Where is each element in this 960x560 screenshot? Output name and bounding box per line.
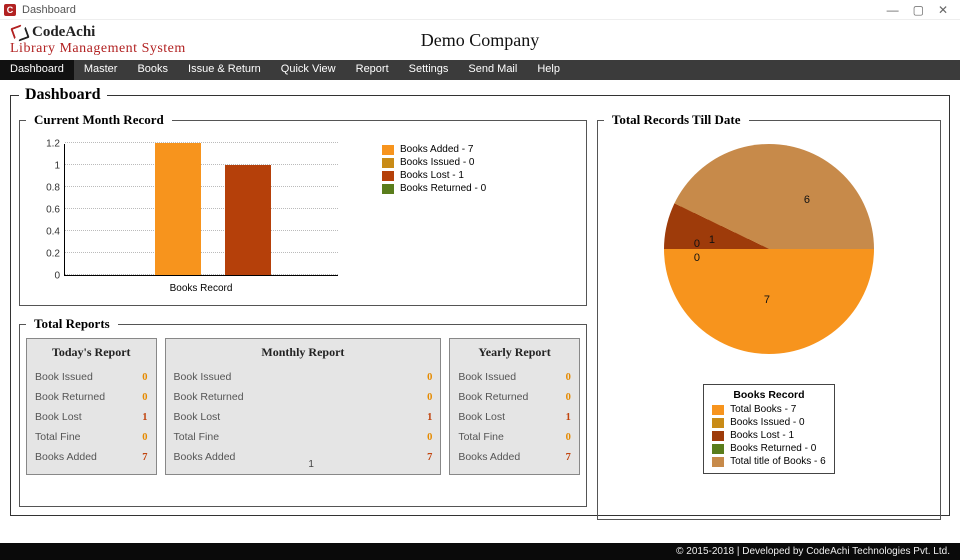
brand: CodeAchi Library Management System bbox=[10, 24, 186, 56]
brand-name: CodeAchi bbox=[32, 24, 95, 41]
pie-legend-item: Total title of Books - 6 bbox=[712, 456, 826, 467]
pie-chart-title: Total Records Till Date bbox=[604, 112, 749, 128]
brand-logo-icon bbox=[10, 24, 28, 40]
today-report-card: Today's Report Book Issued0Book Returned… bbox=[26, 338, 157, 475]
bar-chart: 0 0.2 0.4 0.6 0.8 1 1.2 Books Record bbox=[32, 138, 342, 298]
report-row: Book Issued0 bbox=[458, 368, 571, 388]
menu-item-master[interactable]: Master bbox=[74, 60, 128, 80]
pie-legend-item: Books Lost - 1 bbox=[712, 430, 826, 441]
dashboard-fieldset: Dashboard Current Month Record 0 0.2 0.4 0.… bbox=[10, 86, 950, 516]
menu-item-dashboard[interactable]: Dashboard bbox=[0, 60, 74, 80]
menu-item-books[interactable]: Books bbox=[127, 60, 178, 80]
menu-item-help[interactable]: Help bbox=[527, 60, 570, 80]
bar bbox=[225, 165, 271, 275]
app-icon: C bbox=[4, 4, 16, 16]
window-minimize-icon[interactable]: — bbox=[887, 3, 899, 17]
menu-item-issue-return[interactable]: Issue & Return bbox=[178, 60, 271, 80]
report-row: Total Fine0 bbox=[458, 428, 571, 448]
menubar: DashboardMasterBooksIssue & ReturnQuick … bbox=[0, 60, 960, 80]
pie-value-label: 7 bbox=[764, 294, 770, 306]
report-row: Book Returned0 bbox=[35, 388, 148, 408]
monthly-report-title: Monthly Report bbox=[174, 345, 433, 360]
bar-chart-xlabel: Books Record bbox=[64, 283, 338, 294]
bar-ytick: 0.6 bbox=[32, 205, 60, 216]
bar bbox=[155, 143, 201, 275]
pie-value-label: 6 bbox=[804, 194, 810, 206]
report-row: Total Fine0 bbox=[35, 428, 148, 448]
window-titlebar: C Dashboard — ▢ ✕ bbox=[0, 0, 960, 20]
reports-panel: Total Reports Today's Report Book Issued… bbox=[19, 316, 587, 507]
yearly-report-title: Yearly Report bbox=[458, 345, 571, 360]
report-row: Book Issued0 bbox=[35, 368, 148, 388]
menu-item-quick-view[interactable]: Quick View bbox=[271, 60, 346, 80]
reports-title: Total Reports bbox=[26, 316, 118, 332]
pie-chart-panel: Total Records Till Date 7 010 6 Books Reco… bbox=[597, 112, 941, 520]
bar-ytick: 0.8 bbox=[32, 183, 60, 194]
window-close-icon[interactable]: ✕ bbox=[938, 3, 948, 17]
brand-subtitle: Library Management System bbox=[10, 41, 186, 56]
pie-legend-item: Total Books - 7 bbox=[712, 404, 826, 415]
pie-value-label: 1 bbox=[709, 234, 715, 246]
report-row: Books Added7 bbox=[458, 448, 571, 468]
dashboard-legend: Dashboard bbox=[19, 86, 107, 104]
bar-legend-item: Books Lost - 1 bbox=[382, 170, 486, 181]
monthly-report-card: Monthly Report Book Issued0Book Returned… bbox=[165, 338, 442, 475]
bar-ytick: 1 bbox=[32, 161, 60, 172]
menu-item-settings[interactable]: Settings bbox=[399, 60, 459, 80]
yearly-report-card: Yearly Report Book Issued0Book Returned0… bbox=[449, 338, 580, 475]
report-row: Book Issued0 bbox=[174, 368, 433, 388]
report-row: Book Lost1 bbox=[174, 408, 433, 428]
bar-chart-legend: Books Added - 7 Books Issued - 0 Books Los… bbox=[382, 144, 486, 298]
bar-chart-title: Current Month Record bbox=[26, 112, 172, 128]
pie-value-label: 0 bbox=[694, 238, 700, 250]
report-row: Book Returned0 bbox=[458, 388, 571, 408]
report-row: Total Fine0 bbox=[174, 428, 433, 448]
pie-legend-title: Books Record bbox=[712, 389, 826, 401]
report-row: Book Lost1 bbox=[458, 408, 571, 428]
report-row: Book Returned0 bbox=[174, 388, 433, 408]
app-header: CodeAchi Library Management System Demo … bbox=[0, 20, 960, 60]
bar-ytick: 0.4 bbox=[32, 227, 60, 238]
menu-item-send-mail[interactable]: Send Mail bbox=[458, 60, 527, 80]
bar-legend-item: Books Issued - 0 bbox=[382, 157, 486, 168]
bar-legend-item: Books Returned - 0 bbox=[382, 183, 486, 194]
bar-chart-panel: Current Month Record 0 0.2 0.4 0.6 0.8 1 1.2 B… bbox=[19, 112, 587, 306]
report-row: Books Added7 bbox=[35, 448, 148, 468]
bar-ytick: 0 bbox=[32, 271, 60, 282]
bar-legend-item: Books Added - 7 bbox=[382, 144, 486, 155]
bar-ytick: 0.2 bbox=[32, 249, 60, 260]
pie-value-label: 0 bbox=[694, 252, 700, 264]
window-title: Dashboard bbox=[22, 4, 76, 16]
bar-ytick: 1.2 bbox=[32, 139, 60, 150]
pie-legend-item: Books Returned - 0 bbox=[712, 443, 826, 454]
pie-legend-item: Books Issued - 0 bbox=[712, 417, 826, 428]
pie-chart-legend: Books Record Total Books - 7 Books Issued… bbox=[703, 384, 835, 474]
window-maximize-icon[interactable]: ▢ bbox=[913, 3, 924, 17]
report-row: Books Added7 bbox=[174, 448, 433, 468]
pie-chart: 7 010 6 bbox=[664, 144, 874, 354]
company-title: Demo Company bbox=[421, 30, 540, 51]
footer: © 2015-2018 | Developed by CodeAchi Tech… bbox=[0, 543, 960, 560]
menu-item-report[interactable]: Report bbox=[346, 60, 399, 80]
monthly-page-number: 1 bbox=[308, 459, 314, 470]
today-report-title: Today's Report bbox=[35, 345, 148, 360]
report-row: Book Lost1 bbox=[35, 408, 148, 428]
